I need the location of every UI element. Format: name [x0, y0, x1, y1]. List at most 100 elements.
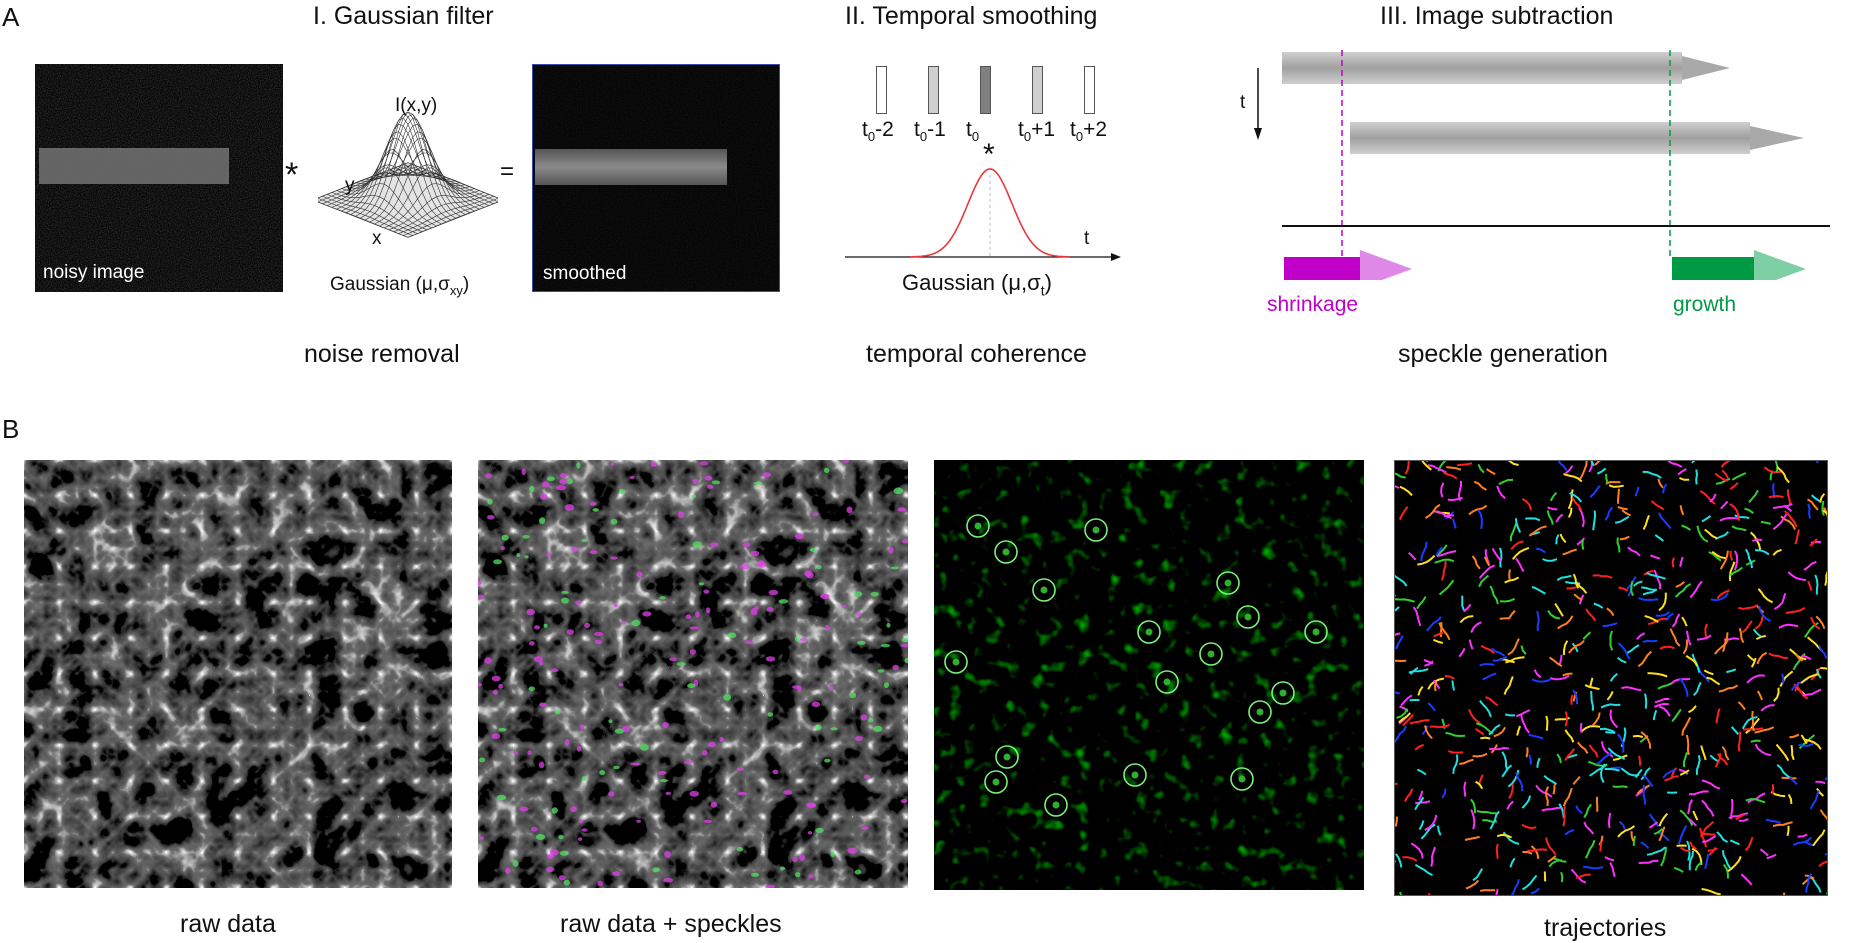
speckle-dot: [505, 868, 510, 874]
speckle-core: [1280, 690, 1287, 697]
trajectory-track: [1731, 799, 1732, 819]
trajectory-track: [1489, 748, 1509, 749]
trajectory-track: [1497, 844, 1498, 859]
speckle-dot: [534, 625, 540, 629]
speckle-dot: [884, 682, 889, 688]
speckle-dot: [555, 710, 560, 715]
speckle-dot: [737, 847, 743, 852]
trajectory-track: [1554, 784, 1555, 794]
panel-a-letter: A: [2, 2, 19, 33]
trajectory-track: [1618, 489, 1619, 504]
speckle-dot: [704, 476, 712, 481]
speckle-dot: [684, 761, 693, 765]
trajectories-caption: trajectories: [1544, 914, 1666, 943]
speckle-dot: [754, 482, 763, 485]
speckle-dot: [792, 857, 797, 863]
speckle-dot: [565, 739, 570, 745]
time-arrow-head: [1254, 128, 1262, 140]
speckle-dot: [547, 854, 554, 859]
speckle-dot: [479, 837, 484, 840]
speckle-dot: [540, 494, 547, 500]
speckle-core: [1225, 580, 1232, 587]
trajectory-track: [1788, 826, 1789, 836]
speckle-dot: [831, 727, 838, 730]
speckle-dot: [529, 641, 535, 646]
speckle-dot: [579, 819, 584, 823]
speckle-dot: [564, 880, 570, 886]
speckle-dot: [773, 770, 779, 775]
subtraction-time-label: t: [1240, 92, 1245, 114]
speckle-dot: [531, 827, 538, 832]
speckle-dot: [780, 867, 785, 870]
speckle-core: [1093, 527, 1100, 534]
speckle-dot: [630, 763, 640, 766]
speckle-dot: [612, 871, 620, 876]
speckle-dot: [611, 462, 615, 466]
temporal-gaussian-label: Gaussian (μ,σt): [902, 270, 1052, 298]
speckle-dot: [560, 479, 568, 485]
speckle-dot: [479, 758, 485, 763]
speckle-dot: [861, 826, 869, 830]
speckle-dot: [497, 795, 507, 800]
shrinkage-arrowhead: [1360, 250, 1412, 280]
speckle-dot: [571, 547, 578, 552]
speckle-dot: [815, 724, 822, 730]
trajectory-track: [1633, 736, 1643, 737]
surface-axis-x-label: x: [372, 228, 382, 250]
speckle-dot: [546, 867, 554, 872]
trajectory-track: [1817, 461, 1818, 463]
speckle-dot: [630, 476, 635, 479]
speckle-dot: [487, 499, 493, 505]
speckle-dot: [825, 625, 829, 630]
speckle-dot: [743, 542, 751, 547]
speckle-core: [953, 659, 960, 666]
trajectory-track: [1546, 716, 1547, 731]
speckle-dot: [498, 684, 503, 689]
temporal-gaussian-prefix: Gaussian (μ,σ: [902, 270, 1041, 295]
speckle-dot: [611, 556, 618, 559]
trajectory-track: [1410, 700, 1420, 701]
convolve-symbol: *: [285, 156, 298, 195]
speckle-dot: [779, 599, 789, 603]
speckle-core: [1208, 651, 1215, 658]
noisy-image-graphic: [35, 64, 283, 292]
speckle-dot: [570, 806, 577, 812]
speckle-dot: [580, 724, 585, 729]
image-subtraction-title: III. Image subtraction: [1380, 2, 1613, 31]
smoothed-image-label: smoothed: [543, 263, 626, 285]
surface-axis-y-label: y: [345, 175, 355, 197]
speckle-dot: [529, 486, 534, 492]
smoothed-image: smoothed: [532, 64, 780, 292]
frame-3: [980, 66, 991, 114]
frame-label-suffix: +2: [1083, 118, 1107, 141]
speckle-dot: [868, 718, 874, 723]
speckle-dot: [703, 590, 709, 594]
speckle-core: [993, 779, 1000, 786]
spatial-gaussian-sub: xy: [450, 283, 463, 298]
frame-label-suffix: -2: [875, 118, 894, 141]
speckle-dot: [552, 807, 558, 813]
speckle-dot: [708, 742, 716, 747]
frame-2: [928, 66, 939, 114]
trajectory-track: [1505, 715, 1515, 716]
temporal-gaussian-plot: [845, 160, 1125, 270]
speckle-dot: [842, 605, 847, 608]
speckle-dot: [581, 539, 587, 542]
trajectory-track: [1643, 641, 1658, 642]
speckle-dot: [795, 636, 801, 641]
speckle-dot: [871, 592, 879, 597]
raw-data-caption: raw data: [180, 910, 276, 939]
speckle-dot: [522, 468, 526, 475]
trajectory-track: [1611, 768, 1621, 769]
raw-data-image: [24, 460, 452, 888]
speckle-dot: [894, 488, 904, 495]
speckle-dot: [864, 775, 871, 779]
speckle-dot: [807, 804, 816, 808]
frame-4: [1032, 66, 1043, 114]
frame-3-label: t0: [966, 118, 979, 144]
speckle-dot: [720, 737, 724, 742]
speckle-dot: [812, 513, 818, 517]
trajectory-track: [1581, 723, 1582, 733]
speckle-dot: [576, 462, 580, 469]
speckle-core: [1239, 776, 1246, 783]
